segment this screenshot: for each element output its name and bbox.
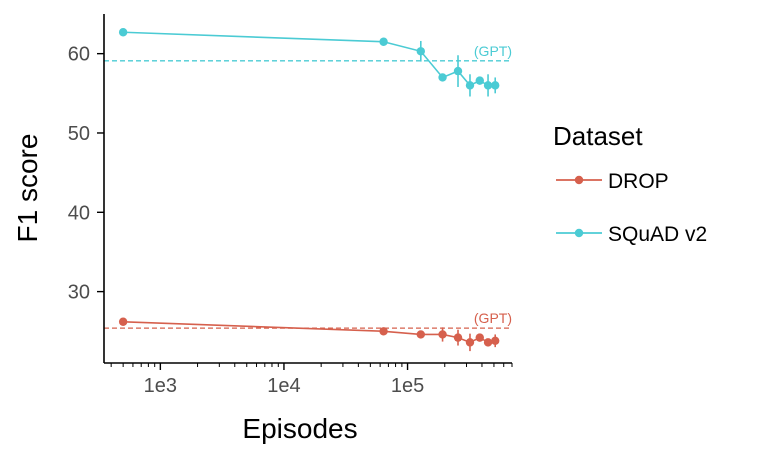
data-point bbox=[438, 73, 447, 82]
data-point bbox=[465, 81, 475, 90]
data-point bbox=[475, 76, 484, 85]
y-tick-label: 50 bbox=[68, 123, 90, 145]
data-point bbox=[475, 333, 484, 342]
data-point bbox=[465, 338, 475, 347]
legend: Dataset DROP SQuAD v2 bbox=[553, 121, 707, 246]
data-point bbox=[379, 327, 388, 336]
series-squad-v2: (GPT) bbox=[104, 28, 512, 97]
x-tick-label: 1e4 bbox=[267, 375, 300, 397]
plot-area: (GPT) (GPT) bbox=[104, 28, 512, 352]
legend-key-point bbox=[574, 175, 584, 185]
data-point bbox=[438, 330, 447, 339]
data-point bbox=[483, 338, 493, 347]
y-tick-label: 30 bbox=[68, 282, 90, 304]
x-tick-label: 1e3 bbox=[144, 375, 177, 397]
data-point bbox=[483, 81, 493, 90]
data-point bbox=[118, 317, 128, 326]
legend-label: SQuAD v2 bbox=[608, 223, 707, 246]
y-tick-label: 40 bbox=[68, 202, 90, 224]
legend-label: DROP bbox=[608, 170, 669, 193]
axes: 1e3 1e4 1e5 30 40 50 60 bbox=[68, 14, 513, 397]
legend-title: Dataset bbox=[553, 121, 643, 151]
x-tick-label: 1e5 bbox=[391, 375, 424, 397]
y-ticks: 30 40 50 60 bbox=[68, 44, 104, 304]
data-point bbox=[491, 81, 500, 90]
series-drop: (GPT) bbox=[104, 310, 512, 352]
data-point bbox=[118, 28, 128, 37]
data-point bbox=[416, 330, 425, 339]
reference-label: (GPT) bbox=[474, 310, 512, 326]
data-point bbox=[453, 333, 463, 342]
y-tick-label: 60 bbox=[68, 44, 90, 66]
x-ticks: 1e3 1e4 1e5 bbox=[110, 363, 513, 397]
x-axis-title: Episodes bbox=[242, 413, 357, 444]
data-point bbox=[379, 37, 388, 46]
y-axis-title: F1 score bbox=[12, 134, 43, 243]
data-point bbox=[453, 66, 463, 76]
data-point bbox=[416, 47, 425, 56]
reference-label: (GPT) bbox=[474, 43, 512, 59]
data-point bbox=[491, 336, 500, 345]
legend-key-point bbox=[574, 228, 584, 238]
